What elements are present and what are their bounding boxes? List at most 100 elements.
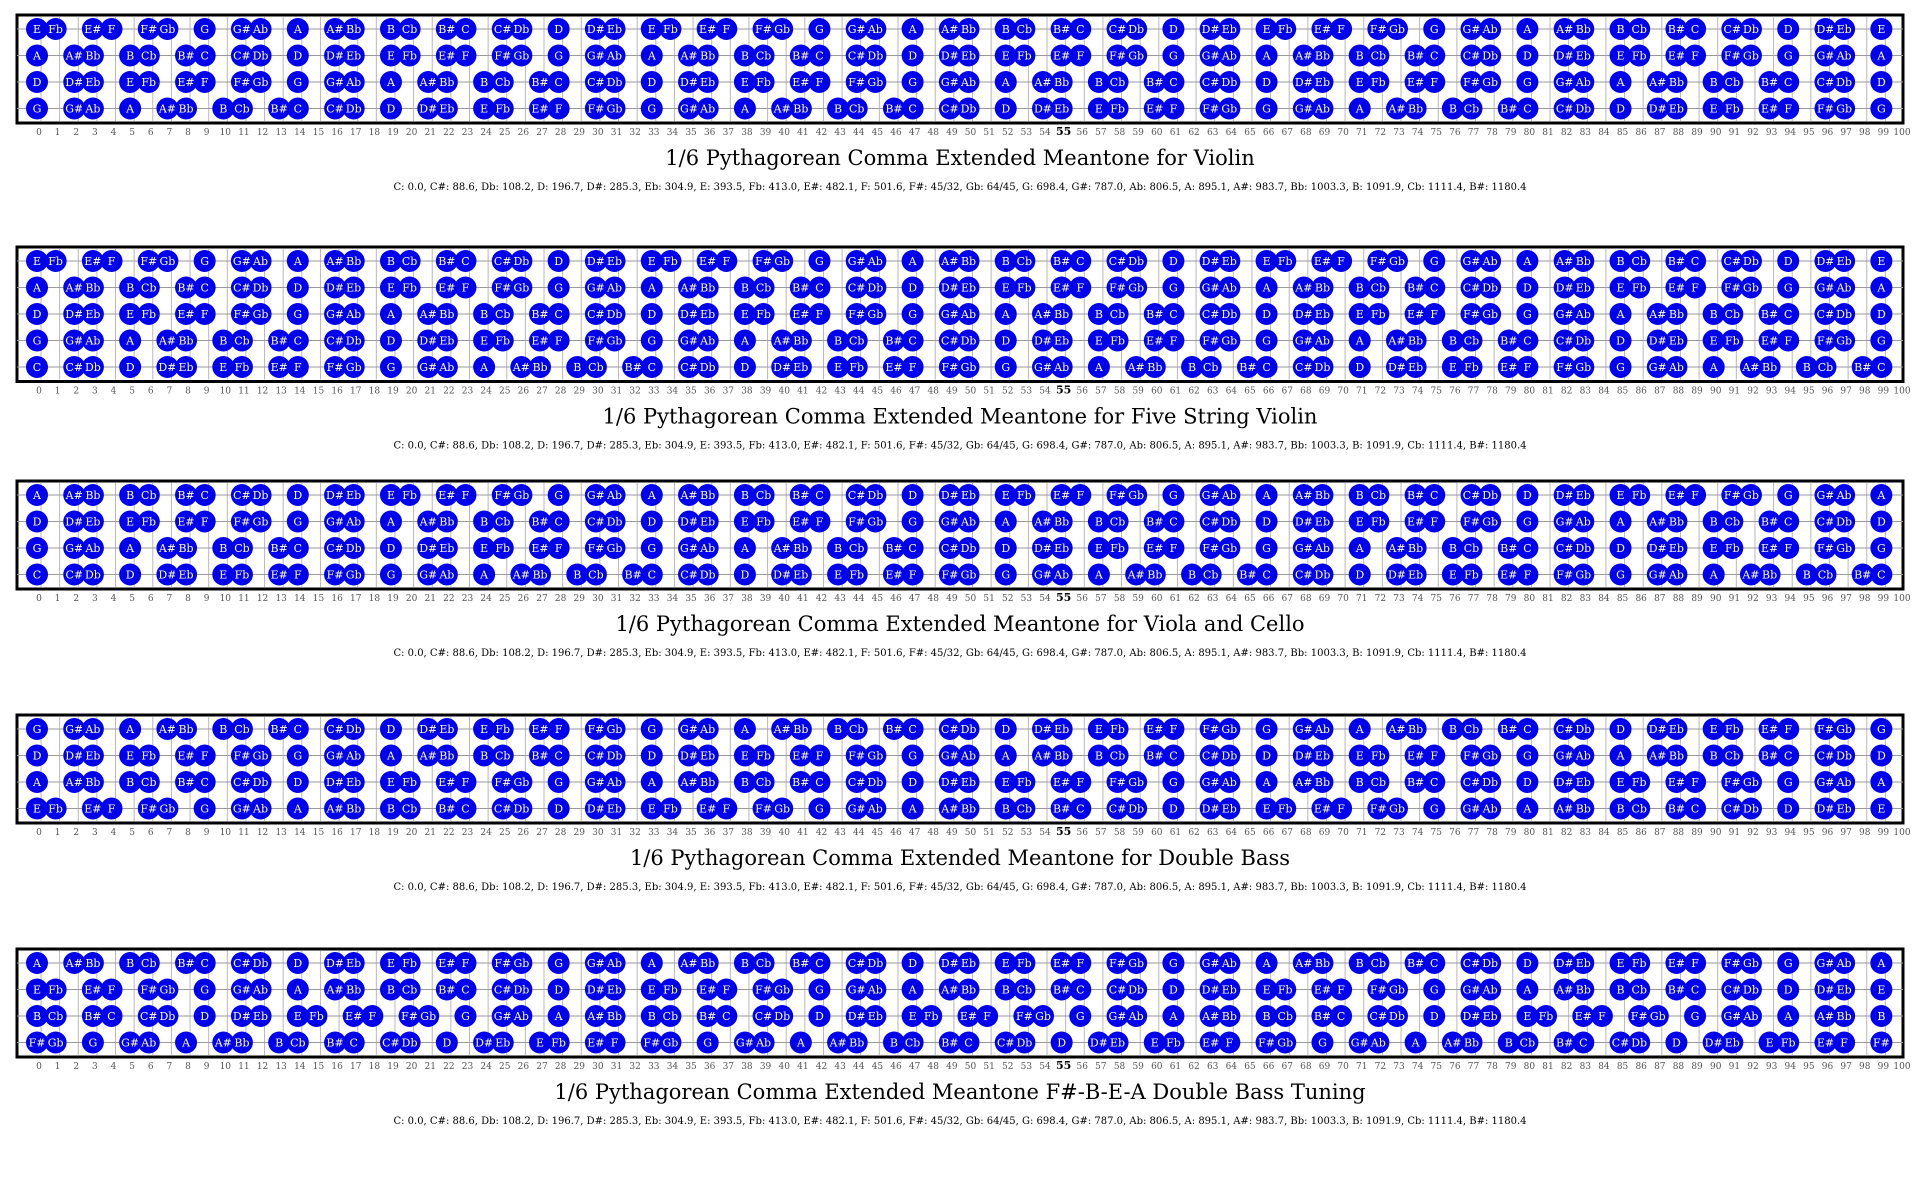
note-marker: Cb bbox=[752, 44, 775, 67]
fret-number: 100 bbox=[1893, 128, 1910, 138]
note-marker: Cb bbox=[1628, 250, 1651, 272]
note-label: Eb bbox=[1054, 103, 1069, 116]
fret-number: 14 bbox=[294, 594, 306, 604]
note-label: D# bbox=[941, 776, 959, 789]
note-label: E bbox=[387, 489, 395, 502]
note-label: B bbox=[1710, 516, 1718, 529]
fret-number: 93 bbox=[1766, 387, 1778, 397]
note-label: G bbox=[1262, 723, 1271, 736]
note-marker: G bbox=[1423, 797, 1446, 820]
note-label: Fb bbox=[1110, 103, 1125, 116]
note-label: F bbox=[722, 803, 730, 816]
note-dot bbox=[696, 329, 719, 352]
note-dot bbox=[1032, 97, 1055, 120]
fret-number: 50 bbox=[965, 828, 977, 838]
note-dot bbox=[230, 71, 253, 93]
note-label: Eb bbox=[1054, 335, 1069, 348]
fret-number: 81 bbox=[1542, 128, 1553, 138]
note-marker: Fb bbox=[398, 276, 421, 299]
note-dot bbox=[417, 356, 440, 378]
note-dot bbox=[845, 356, 868, 378]
note-dot bbox=[882, 356, 905, 378]
note-label: B# bbox=[1761, 516, 1778, 529]
note-dot bbox=[212, 329, 235, 352]
note-marker: A# bbox=[938, 250, 961, 272]
note-label: F# bbox=[234, 308, 251, 321]
note-label: D bbox=[908, 776, 917, 789]
note-marker: D# bbox=[678, 71, 701, 93]
note-marker: B bbox=[566, 356, 589, 378]
note-label: B# bbox=[1314, 1010, 1331, 1023]
note-label: Cb bbox=[1371, 50, 1386, 63]
note-label: A# bbox=[773, 542, 791, 555]
note-marker: A bbox=[901, 250, 924, 272]
note-label: B bbox=[480, 516, 488, 529]
note-label: B# bbox=[1407, 957, 1424, 970]
note-marker: Bb bbox=[1050, 510, 1073, 533]
note-label: G# bbox=[1556, 308, 1574, 321]
note-marker: D bbox=[435, 1031, 458, 1054]
fretboard-panel: E Fb E# F F# Gb G G# Ab A A# Bb B Cb B# C C# Db D D# Eb E Fb E#… bbox=[15, 245, 1911, 452]
note-label: A bbox=[1262, 776, 1272, 789]
note-label: Fb bbox=[48, 803, 63, 816]
note-label: C# bbox=[494, 803, 512, 816]
note-marker: D bbox=[119, 563, 142, 586]
note-label: B# bbox=[438, 803, 455, 816]
note-marker: Db bbox=[1479, 771, 1502, 793]
note-dot bbox=[994, 356, 1017, 378]
note-marker: Fb bbox=[1274, 18, 1297, 40]
note-dot bbox=[230, 18, 253, 40]
note-marker: C# bbox=[1460, 484, 1483, 506]
fret-number: 3 bbox=[92, 387, 98, 397]
note-label: E# bbox=[699, 803, 716, 816]
fret-number: 84 bbox=[1598, 387, 1610, 397]
note-label: Fb bbox=[1017, 50, 1032, 63]
note-marker: C# bbox=[1106, 250, 1129, 272]
note-dot bbox=[1348, 329, 1371, 352]
note-marker: B bbox=[1181, 356, 1204, 378]
note-dot bbox=[510, 44, 533, 67]
note-label: G# bbox=[1556, 76, 1574, 89]
note-label: E bbox=[219, 361, 227, 374]
note-dot bbox=[808, 484, 831, 506]
note-marker: Cb bbox=[286, 1031, 309, 1054]
note-marker: G bbox=[1255, 97, 1278, 120]
note-marker: Eb bbox=[957, 952, 980, 974]
note-marker: F bbox=[454, 44, 477, 67]
fret-number: 87 bbox=[1654, 594, 1666, 604]
note-dot bbox=[1814, 97, 1837, 120]
note-marker: E bbox=[994, 484, 1017, 506]
note-label: E# bbox=[84, 803, 101, 816]
note-marker: Eb bbox=[1311, 510, 1334, 533]
note-dot bbox=[1162, 250, 1185, 272]
note-label: D# bbox=[158, 569, 176, 582]
note-label: A# bbox=[512, 361, 530, 374]
note-marker: C# bbox=[938, 97, 961, 120]
note-label: C# bbox=[233, 776, 251, 789]
note-marker: Ab bbox=[1218, 276, 1241, 299]
note-label: Bb bbox=[1147, 361, 1162, 374]
note-marker: B# bbox=[175, 276, 198, 299]
note-label: Fb bbox=[1632, 489, 1647, 502]
note-label: A bbox=[32, 282, 42, 295]
note-marker: Ab bbox=[957, 744, 980, 767]
note-marker: D bbox=[193, 1005, 216, 1027]
fret-number: 9 bbox=[204, 387, 210, 397]
note-marker: A bbox=[26, 484, 48, 506]
note-label: Gb bbox=[662, 1037, 678, 1050]
note-label: D bbox=[1672, 1037, 1681, 1050]
note-label: Bb bbox=[439, 76, 454, 89]
note-marker: A bbox=[1870, 44, 1893, 67]
note-label: Gb bbox=[1389, 984, 1405, 997]
fret-number: 34 bbox=[667, 387, 679, 397]
note-dot bbox=[603, 18, 626, 40]
note-dot bbox=[1609, 18, 1632, 40]
note-marker: E bbox=[1255, 18, 1278, 40]
note-dot bbox=[249, 303, 272, 325]
note-label: E bbox=[1356, 308, 1364, 321]
note-marker: F bbox=[603, 1031, 626, 1054]
note-label: Db bbox=[1575, 103, 1591, 116]
note-label: D bbox=[33, 516, 42, 529]
note-label: E bbox=[536, 1037, 544, 1050]
